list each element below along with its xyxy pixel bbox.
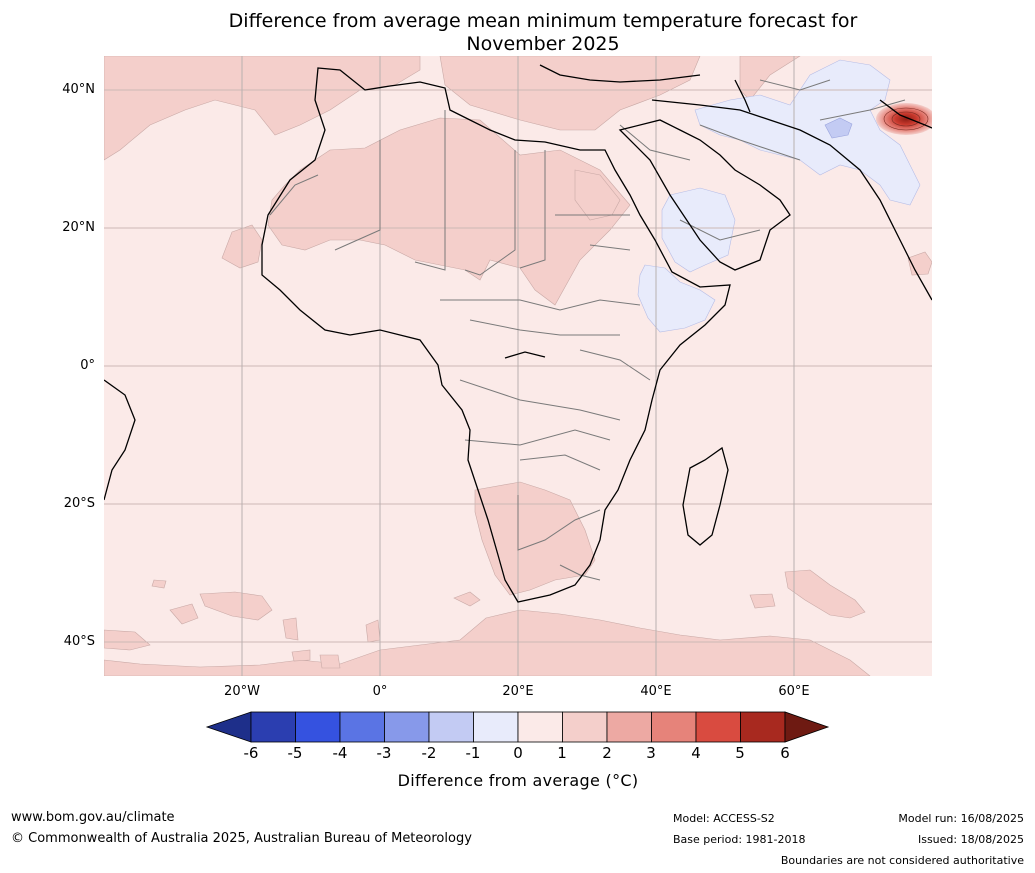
- colorbar-tick: 5: [735, 744, 745, 762]
- footer-copyright: © Commonwealth of Australia 2025, Austra…: [11, 831, 472, 846]
- lat-label-0: 0°: [80, 358, 95, 373]
- colorbar-arrow-low: [205, 711, 252, 743]
- footer-disclaimer: Boundaries are not considered authoritat…: [780, 854, 1024, 867]
- colorbar-tick: -5: [287, 744, 303, 762]
- footer-model: Model: ACCESS-S2: [673, 812, 775, 825]
- colorbar-tick: 6: [780, 744, 790, 762]
- warm-anomaly-hotspot: [876, 103, 932, 135]
- colorbar-tick: -2: [421, 744, 437, 762]
- colorbar-segment: [651, 711, 697, 743]
- title-line-2: November 2025: [466, 33, 620, 55]
- colorbar-tick: -4: [332, 744, 348, 762]
- colorbar-arrow-high: [784, 711, 830, 743]
- lon-label-20e: 20°E: [502, 684, 534, 699]
- lat-label-40s: 40°S: [63, 634, 95, 649]
- colorbar-segment: [517, 711, 563, 743]
- footer-base-period: Base period: 1981-2018: [673, 833, 806, 846]
- footer-model-run: Model run: 16/08/2025: [898, 812, 1024, 825]
- country-borders: [269, 79, 906, 581]
- colorbar-segment: [428, 711, 474, 743]
- colorbar-segment: [339, 711, 385, 743]
- colorbar-tick: 4: [691, 744, 701, 762]
- lon-label-60e: 60°E: [778, 684, 810, 699]
- anomaly-field-neg2-neg1: [824, 117, 853, 139]
- colorbar-label: Difference from average (°C): [397, 771, 639, 790]
- colorbar-segment: [250, 711, 296, 743]
- colorbar-segment: [606, 711, 652, 743]
- colorbar-tick: 3: [646, 744, 656, 762]
- map-title: Difference from average mean minimum tem…: [150, 10, 936, 56]
- coastline: [104, 64, 932, 603]
- colorbar-segment: [695, 711, 741, 743]
- colorbar-tick: 0: [513, 744, 523, 762]
- anomaly-field-neg1-0: [637, 59, 921, 333]
- footer-website: www.bom.gov.au/climate: [11, 810, 175, 825]
- title-line-1: Difference from average mean minimum tem…: [228, 10, 858, 32]
- footer-issued: Issued: 18/08/2025: [917, 833, 1024, 846]
- colorbar-tick: 2: [602, 744, 612, 762]
- colorbar-tick: 1: [557, 744, 567, 762]
- colorbar-tick: -6: [243, 744, 259, 762]
- lon-label-20w: 20°W: [224, 684, 260, 699]
- colorbar: [205, 711, 830, 743]
- anomaly-field-1-2: [104, 56, 932, 676]
- colorbar-segment: [562, 711, 608, 743]
- lat-label-40n: 40°N: [62, 82, 95, 97]
- colorbar-tick: -3: [376, 744, 392, 762]
- colorbar-segment: [295, 711, 341, 743]
- colorbar-segment: [473, 711, 519, 743]
- lon-label-40e: 40°E: [640, 684, 672, 699]
- colorbar-tick: -1: [465, 744, 481, 762]
- map-field: [104, 56, 932, 676]
- lat-label-20s: 20°S: [63, 496, 95, 511]
- colorbar-segment: [384, 711, 430, 743]
- colorbar-segment: [740, 711, 786, 743]
- lon-label-0: 0°: [372, 684, 388, 699]
- lat-label-20n: 20°N: [62, 220, 95, 235]
